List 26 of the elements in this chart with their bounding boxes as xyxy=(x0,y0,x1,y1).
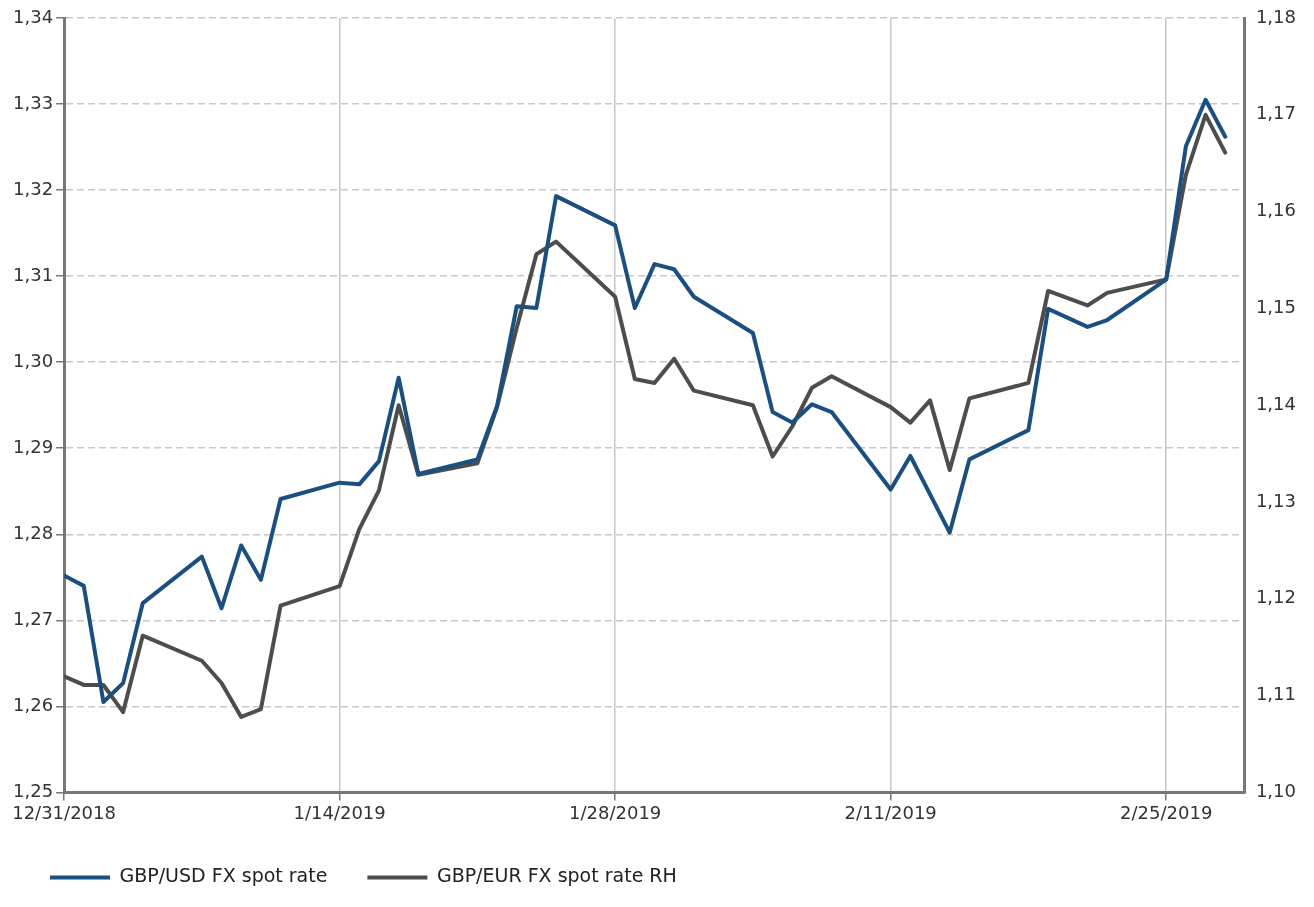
y2-tick-label: 1,17 xyxy=(1255,102,1296,124)
y2-tick-label: 1,12 xyxy=(1255,586,1296,608)
y-tick-label: 1,30 xyxy=(13,349,54,371)
y-tick-label: 1,26 xyxy=(13,694,54,716)
x-tick-label: 1/28/2019 xyxy=(568,801,662,823)
y-tick-label: 1,28 xyxy=(13,521,54,543)
y-tick-label: 1,32 xyxy=(13,177,54,199)
y-tick-label: 1,25 xyxy=(13,780,54,802)
y-tick-label: 1,29 xyxy=(13,435,54,457)
y2-tick-label: 1,11 xyxy=(1255,683,1296,705)
x-tick-label: 2/25/2019 xyxy=(1120,801,1213,823)
x-tick-label: 1/14/2019 xyxy=(293,801,386,823)
y2-tick-label: 1,10 xyxy=(1255,780,1296,802)
y-tick-label: 1,31 xyxy=(13,263,54,285)
y2-tick-label: 1,14 xyxy=(1255,392,1296,414)
y2-tick-label: 1,15 xyxy=(1255,296,1296,318)
legend-label: GBP/EUR FX spot rate RH xyxy=(436,864,677,887)
y2-tick-label: 1,13 xyxy=(1255,489,1296,511)
x-tick-label: 2/11/2019 xyxy=(844,801,937,823)
x-tick-label: 12/31/2018 xyxy=(12,801,116,823)
y-tick-label: 1,27 xyxy=(13,607,54,629)
y-tick-label: 1,33 xyxy=(13,91,54,113)
legend-label: GBP/USD FX spot rate xyxy=(119,864,328,887)
y2-tick-label: 1,18 xyxy=(1255,5,1296,27)
y2-tick-label: 1,16 xyxy=(1255,199,1296,221)
y-tick-label: 1,34 xyxy=(13,5,54,27)
